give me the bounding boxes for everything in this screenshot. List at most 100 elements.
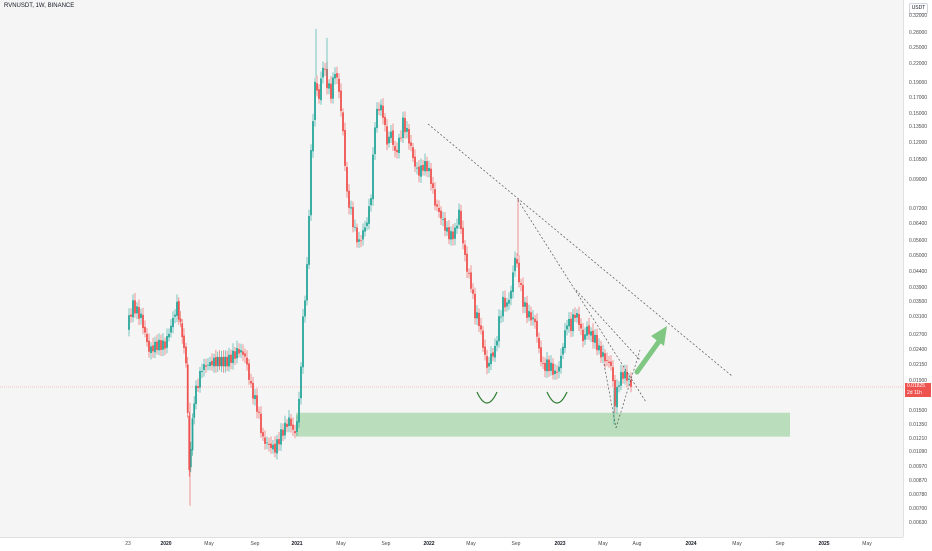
price-tick-label: 0.01500 bbox=[909, 408, 928, 415]
candle-body bbox=[302, 316, 304, 368]
time-tick-label: May bbox=[862, 541, 872, 547]
candle-body bbox=[500, 316, 502, 318]
candle-body bbox=[268, 443, 270, 445]
candle-body bbox=[199, 370, 201, 388]
candle-body bbox=[548, 359, 550, 372]
cup-marker-left[interactable] bbox=[476, 391, 498, 404]
candle-body bbox=[392, 130, 394, 145]
candle-body bbox=[430, 168, 432, 184]
candle-body bbox=[146, 333, 148, 343]
candle-body bbox=[552, 363, 554, 375]
price-tick-label: 0.22000 bbox=[909, 61, 928, 68]
candle-body bbox=[176, 301, 178, 316]
candle-body bbox=[308, 215, 310, 265]
candle-body bbox=[294, 431, 296, 434]
candle-body bbox=[168, 333, 170, 338]
candle-body bbox=[162, 340, 164, 350]
candle-body bbox=[574, 314, 576, 319]
candle-body bbox=[278, 439, 280, 445]
candle-body bbox=[480, 325, 482, 330]
price-tick-label: 0.00780 bbox=[909, 492, 928, 499]
candle-body bbox=[444, 218, 446, 231]
support-zone[interactable] bbox=[296, 412, 790, 437]
candle-body bbox=[270, 443, 272, 449]
candle-body bbox=[344, 129, 346, 166]
candle-body bbox=[364, 227, 366, 232]
candle-body bbox=[152, 345, 154, 352]
time-tick-label: May bbox=[466, 541, 476, 547]
currency-button[interactable]: USDT bbox=[909, 3, 928, 14]
candle-body bbox=[338, 78, 340, 92]
candle-body bbox=[490, 353, 492, 365]
candle-body bbox=[496, 340, 498, 346]
candle-body bbox=[544, 362, 546, 371]
candle-body bbox=[172, 317, 174, 328]
candle-body bbox=[576, 313, 578, 318]
candle-body bbox=[616, 387, 618, 408]
cup-marker-right[interactable] bbox=[546, 391, 568, 404]
candle-body bbox=[193, 403, 196, 418]
candle-body bbox=[188, 415, 191, 471]
price-tick-label: 0.17000 bbox=[909, 94, 928, 101]
candle-body bbox=[628, 378, 630, 380]
price-tick-label: 0.10500 bbox=[909, 156, 928, 163]
time-axis[interactable] bbox=[0, 537, 903, 551]
candle-body bbox=[562, 346, 564, 355]
candle-body bbox=[170, 325, 172, 333]
candle-body bbox=[454, 227, 456, 239]
price-tick-label: 0.19000 bbox=[909, 80, 928, 87]
candle-body bbox=[462, 227, 464, 244]
candle-body bbox=[382, 105, 384, 118]
candle-body bbox=[296, 421, 298, 432]
candle-body bbox=[215, 357, 217, 367]
candle-body bbox=[376, 108, 378, 128]
time-tick-label: May bbox=[598, 541, 608, 547]
candle-body bbox=[226, 356, 228, 367]
price-tick-label: 0.04400 bbox=[909, 269, 928, 276]
projection-arrow[interactable] bbox=[634, 326, 667, 375]
candle-body bbox=[502, 296, 504, 317]
candle-body bbox=[290, 418, 292, 426]
candle-body bbox=[264, 437, 266, 444]
candle-body bbox=[622, 372, 624, 379]
candle-body bbox=[406, 128, 408, 132]
candle-body bbox=[332, 77, 334, 99]
candle-body bbox=[298, 398, 300, 423]
candle-body bbox=[588, 325, 590, 335]
candle-body bbox=[350, 207, 352, 209]
price-axis[interactable] bbox=[904, 0, 932, 537]
candle-body bbox=[526, 302, 528, 318]
candle-body bbox=[330, 83, 332, 99]
candle-body bbox=[618, 385, 620, 387]
chart-area[interactable]: RVNUSDT, 1W, BINANCE bbox=[0, 0, 904, 537]
trendline-long[interactable] bbox=[427, 123, 733, 377]
candle-body bbox=[211, 360, 213, 366]
candle-body bbox=[422, 164, 424, 171]
candle-body bbox=[148, 340, 150, 352]
candle-body bbox=[191, 418, 194, 451]
candle-body bbox=[564, 330, 566, 349]
trendline-mid[interactable] bbox=[575, 289, 641, 361]
price-tick-label: 0.00970 bbox=[909, 464, 928, 471]
candle-body bbox=[274, 443, 276, 453]
wedge-line-left[interactable] bbox=[603, 363, 617, 429]
candle-body bbox=[384, 116, 386, 126]
candle-body bbox=[132, 300, 134, 318]
candle-body bbox=[434, 189, 436, 206]
candle-body bbox=[186, 364, 189, 413]
candle-body bbox=[522, 284, 524, 307]
candle-body bbox=[404, 117, 406, 133]
price-tick-label: 0.05000 bbox=[909, 252, 928, 259]
candle-body bbox=[438, 207, 440, 212]
candle-body bbox=[510, 290, 512, 299]
price-chart[interactable] bbox=[0, 0, 903, 537]
candle-body bbox=[189, 449, 192, 468]
candle-body bbox=[394, 146, 396, 151]
time-tick-label: May bbox=[336, 541, 346, 547]
candle-body bbox=[512, 272, 514, 292]
candle-body bbox=[612, 367, 614, 381]
candle-body bbox=[560, 355, 562, 369]
wedge-line-right[interactable] bbox=[615, 349, 641, 429]
price-tick-label: 0.32000 bbox=[909, 13, 928, 19]
candle-body bbox=[183, 335, 185, 348]
